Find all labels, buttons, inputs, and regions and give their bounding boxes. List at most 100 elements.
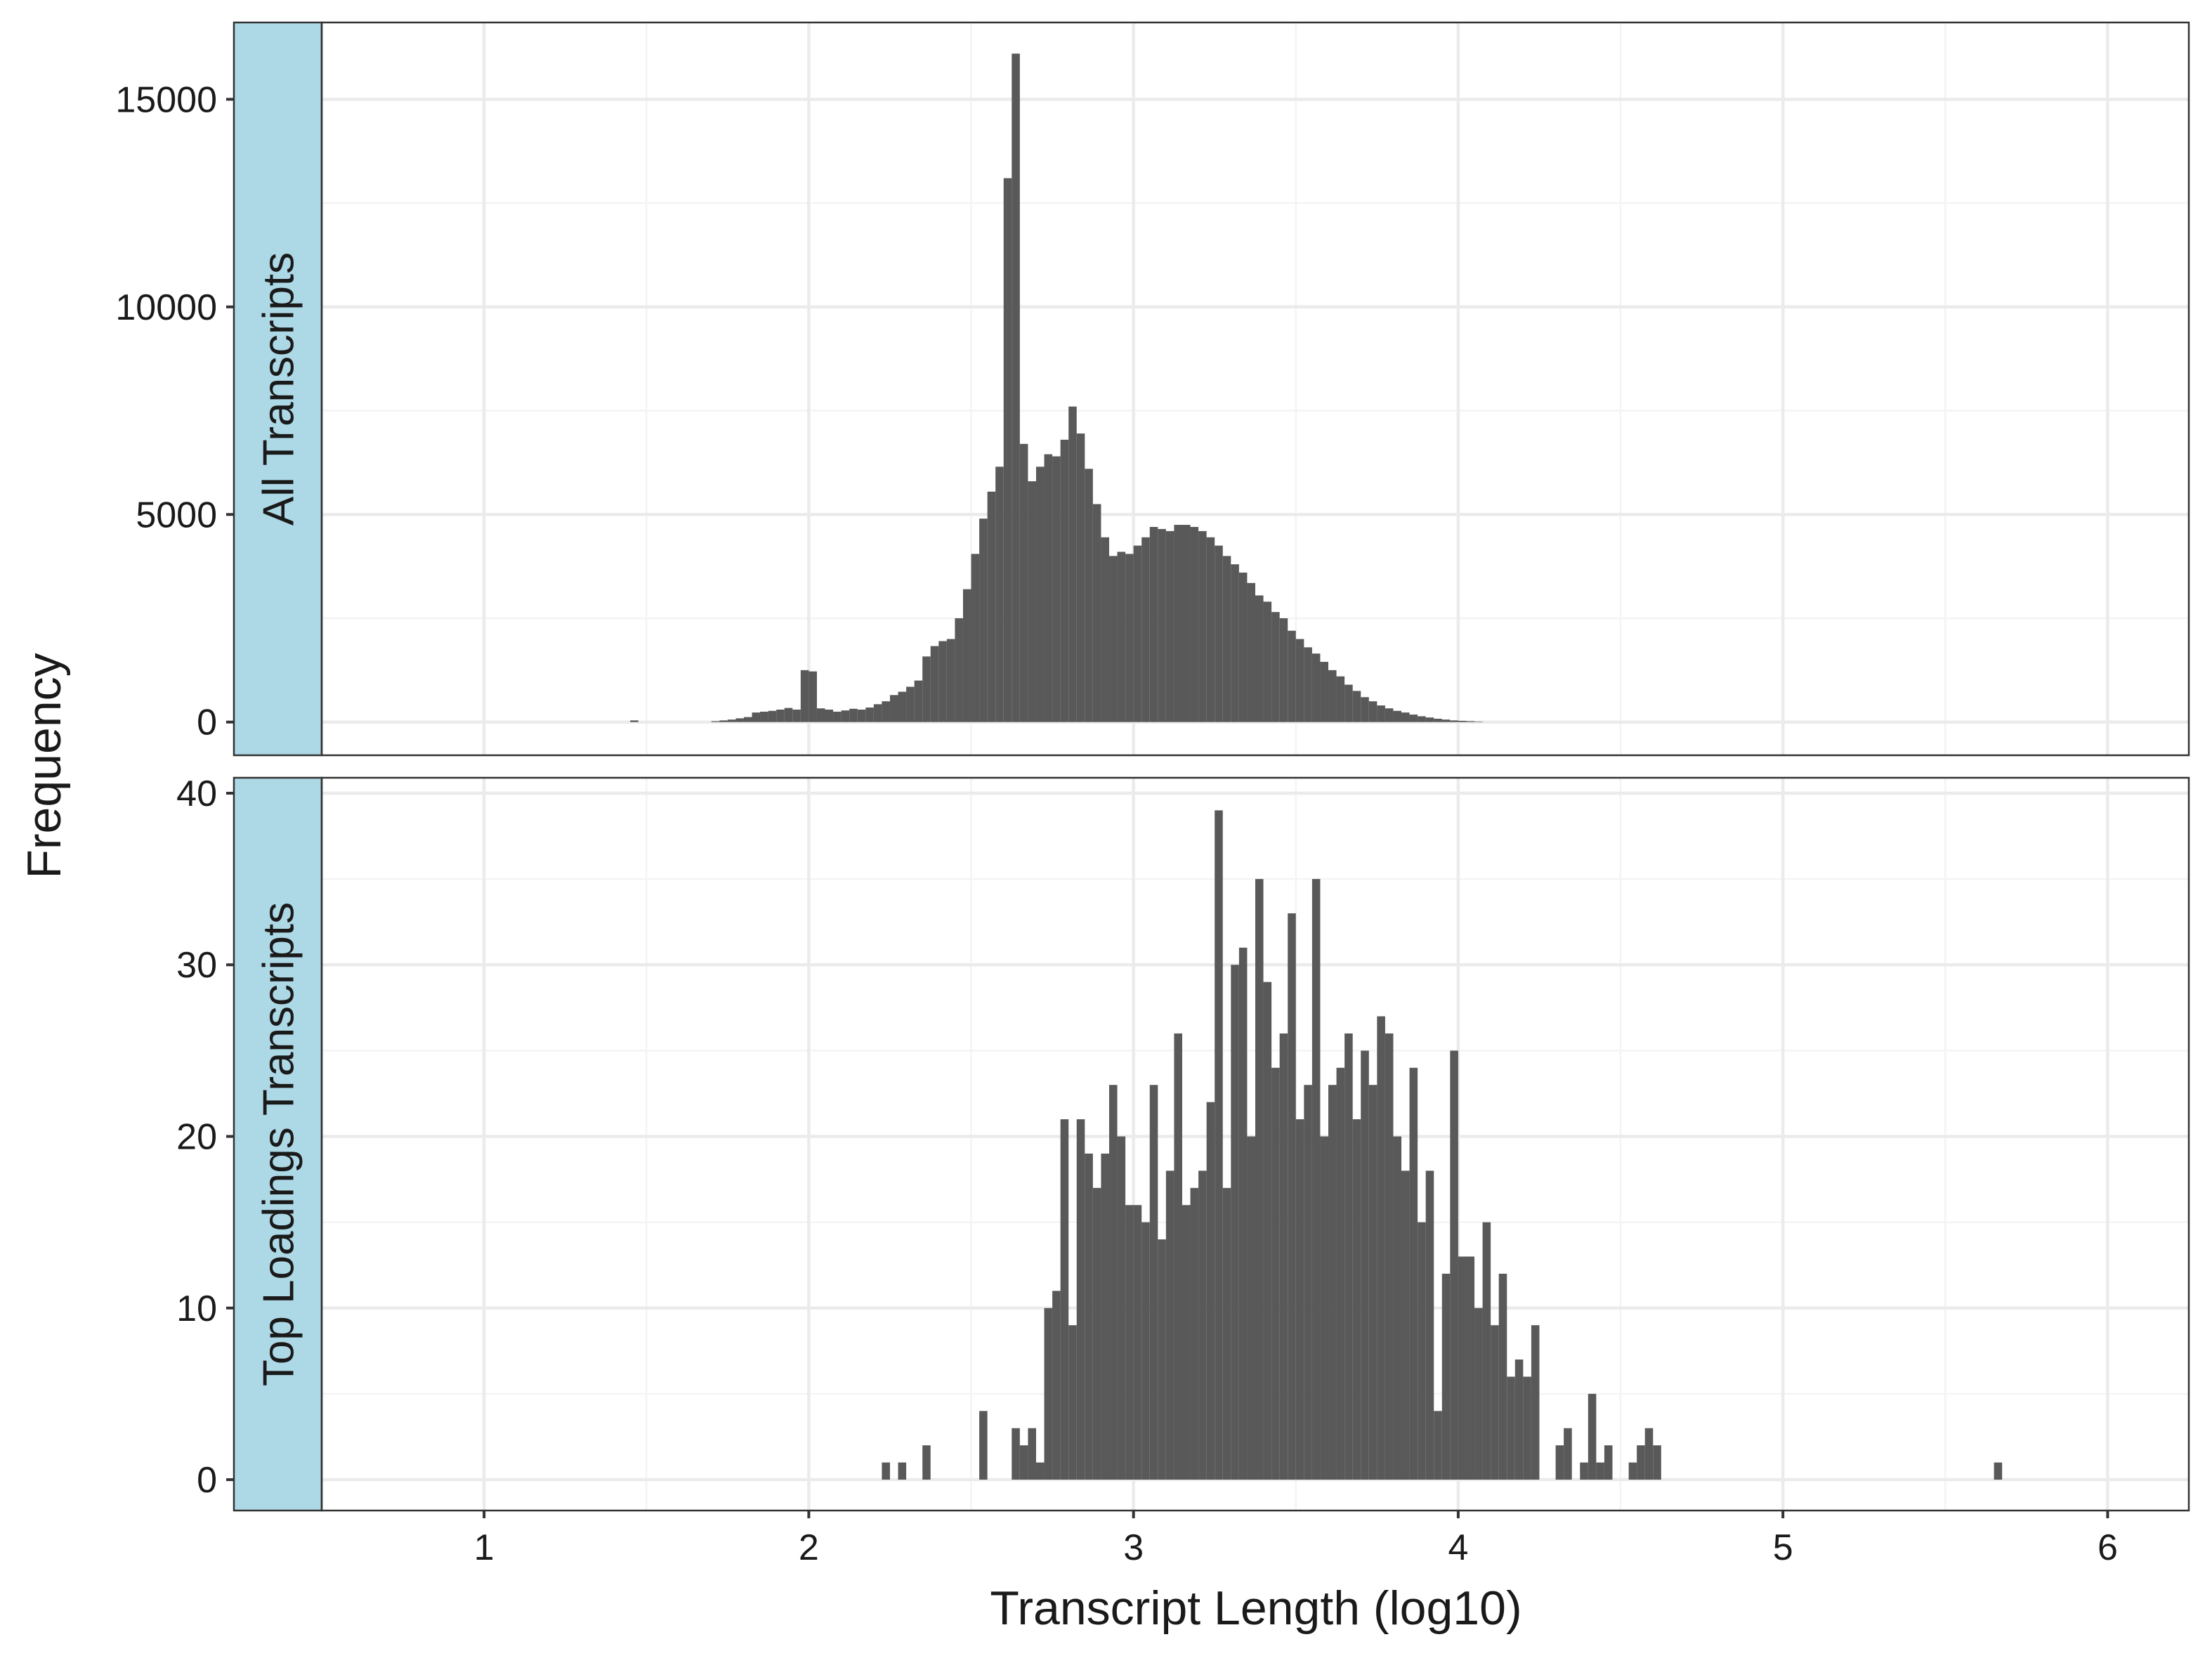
histogram-bar (1425, 717, 1434, 722)
histogram-bar (1385, 1033, 1394, 1480)
facet-strip-label: Top Loadings Transcripts (255, 902, 303, 1386)
histogram-bar (630, 720, 639, 722)
histogram-bar (1498, 1273, 1507, 1480)
histogram-bar (1149, 526, 1158, 722)
facet-strip-label: All Transcripts (255, 252, 303, 526)
histogram-bar (1019, 1445, 1028, 1480)
histogram-bar (849, 708, 858, 722)
histogram-bar (1344, 684, 1353, 722)
histogram-bar (1117, 552, 1126, 722)
histogram-bar (1352, 691, 1361, 722)
histogram-bar (1328, 1085, 1337, 1480)
histogram-bar (1644, 1428, 1654, 1480)
histogram-bar (1190, 526, 1199, 722)
histogram-bar (962, 589, 971, 722)
histogram-bar (1231, 965, 1239, 1480)
histogram-bar (1279, 618, 1288, 722)
histogram-bar (1263, 982, 1272, 1480)
bars (882, 810, 2003, 1480)
histogram-bar (1507, 1376, 1515, 1480)
histogram-bar (1466, 1256, 1475, 1480)
histogram-bar (784, 707, 793, 722)
y-tick-label: 15000 (115, 79, 217, 120)
histogram-bar (1012, 53, 1020, 722)
histogram-bar (1368, 1085, 1377, 1480)
histogram-bar (1304, 647, 1312, 722)
histogram-bar (1019, 443, 1028, 722)
y-tick-label: 0 (197, 703, 217, 743)
histogram-bar (1555, 1445, 1564, 1480)
histogram-bar (1182, 525, 1191, 722)
histogram-bar (1352, 1119, 1361, 1480)
histogram-bar (979, 519, 988, 722)
histogram-bar (955, 618, 963, 722)
histogram-bar (1418, 1222, 1426, 1480)
y-axis-panel-2: 0 10 20 30 40 (176, 774, 234, 1501)
y-tick-label: 10 (176, 1289, 217, 1329)
histogram-bar (816, 708, 825, 722)
histogram-bar (1133, 1205, 1142, 1480)
histogram-bar (1361, 697, 1369, 722)
histogram-bar (1271, 1067, 1280, 1480)
histogram-bar (735, 718, 744, 722)
histogram-bar (1255, 879, 1264, 1480)
histogram-bar (914, 680, 923, 722)
histogram-bar (1060, 439, 1069, 722)
histogram-bar (1279, 1033, 1288, 1480)
x-tick-label: 2 (799, 1527, 819, 1568)
histogram-bar (719, 720, 728, 722)
histogram-bar (833, 711, 842, 722)
histogram-bar (1361, 1050, 1369, 1480)
histogram-bar (1028, 481, 1036, 722)
histogram-bar (1271, 612, 1280, 722)
y-tick-label: 20 (176, 1117, 217, 1158)
histogram-bar (1450, 1050, 1458, 1480)
histogram-bar (1320, 662, 1329, 722)
histogram-bar (1336, 676, 1345, 722)
histogram-bar (971, 554, 980, 722)
histogram-bar (1580, 1462, 1588, 1480)
histogram-bar (1206, 537, 1215, 722)
histogram-bar (1311, 653, 1321, 722)
histogram-bar (1344, 1033, 1353, 1480)
histogram-bar (1385, 708, 1394, 722)
histogram-bar (760, 711, 768, 722)
histogram-bar (1231, 564, 1239, 722)
histogram-bar (1125, 554, 1134, 722)
histogram-bar (979, 1411, 988, 1480)
histogram-bar (1336, 1067, 1345, 1480)
histogram-bar (1474, 1307, 1483, 1480)
histogram-bar (1328, 670, 1337, 722)
histogram-bar (1531, 1325, 1540, 1480)
histogram-bar (930, 646, 939, 722)
histogram-bar (1393, 710, 1402, 722)
histogram-bar (865, 707, 874, 722)
y-axis-title: Frequency (18, 653, 71, 878)
histogram-bar (1450, 720, 1458, 722)
histogram-bar (1425, 1170, 1434, 1480)
histogram-bar (1596, 1462, 1604, 1480)
histogram-bar (906, 686, 915, 722)
panel-border (320, 21, 2190, 757)
histogram-bar (792, 709, 801, 722)
histogram-bar (1994, 1462, 2003, 1480)
histogram-bar (1141, 537, 1150, 722)
histogram-bar (1491, 1325, 1499, 1480)
histogram-bar (1068, 1325, 1077, 1480)
histogram-bar (1604, 1445, 1613, 1480)
histogram-bar (1044, 1307, 1053, 1480)
histogram-bar (1514, 1359, 1524, 1480)
x-axis-title: Transcript Length (log10) (990, 1582, 1521, 1635)
histogram-bar (1441, 719, 1451, 722)
histogram-bar (1564, 1428, 1572, 1480)
histogram-bar (1222, 556, 1231, 722)
histogram-bar (1263, 601, 1272, 722)
histogram-bar (1198, 1170, 1207, 1480)
histogram-bar (1215, 810, 1223, 1480)
histogram-bar (922, 656, 931, 722)
histogram-bar (1198, 530, 1207, 722)
y-tick-label: 10000 (115, 287, 217, 328)
histogram-bar (1434, 718, 1442, 722)
histogram-bar (768, 710, 777, 722)
histogram-bar (1458, 1256, 1467, 1480)
